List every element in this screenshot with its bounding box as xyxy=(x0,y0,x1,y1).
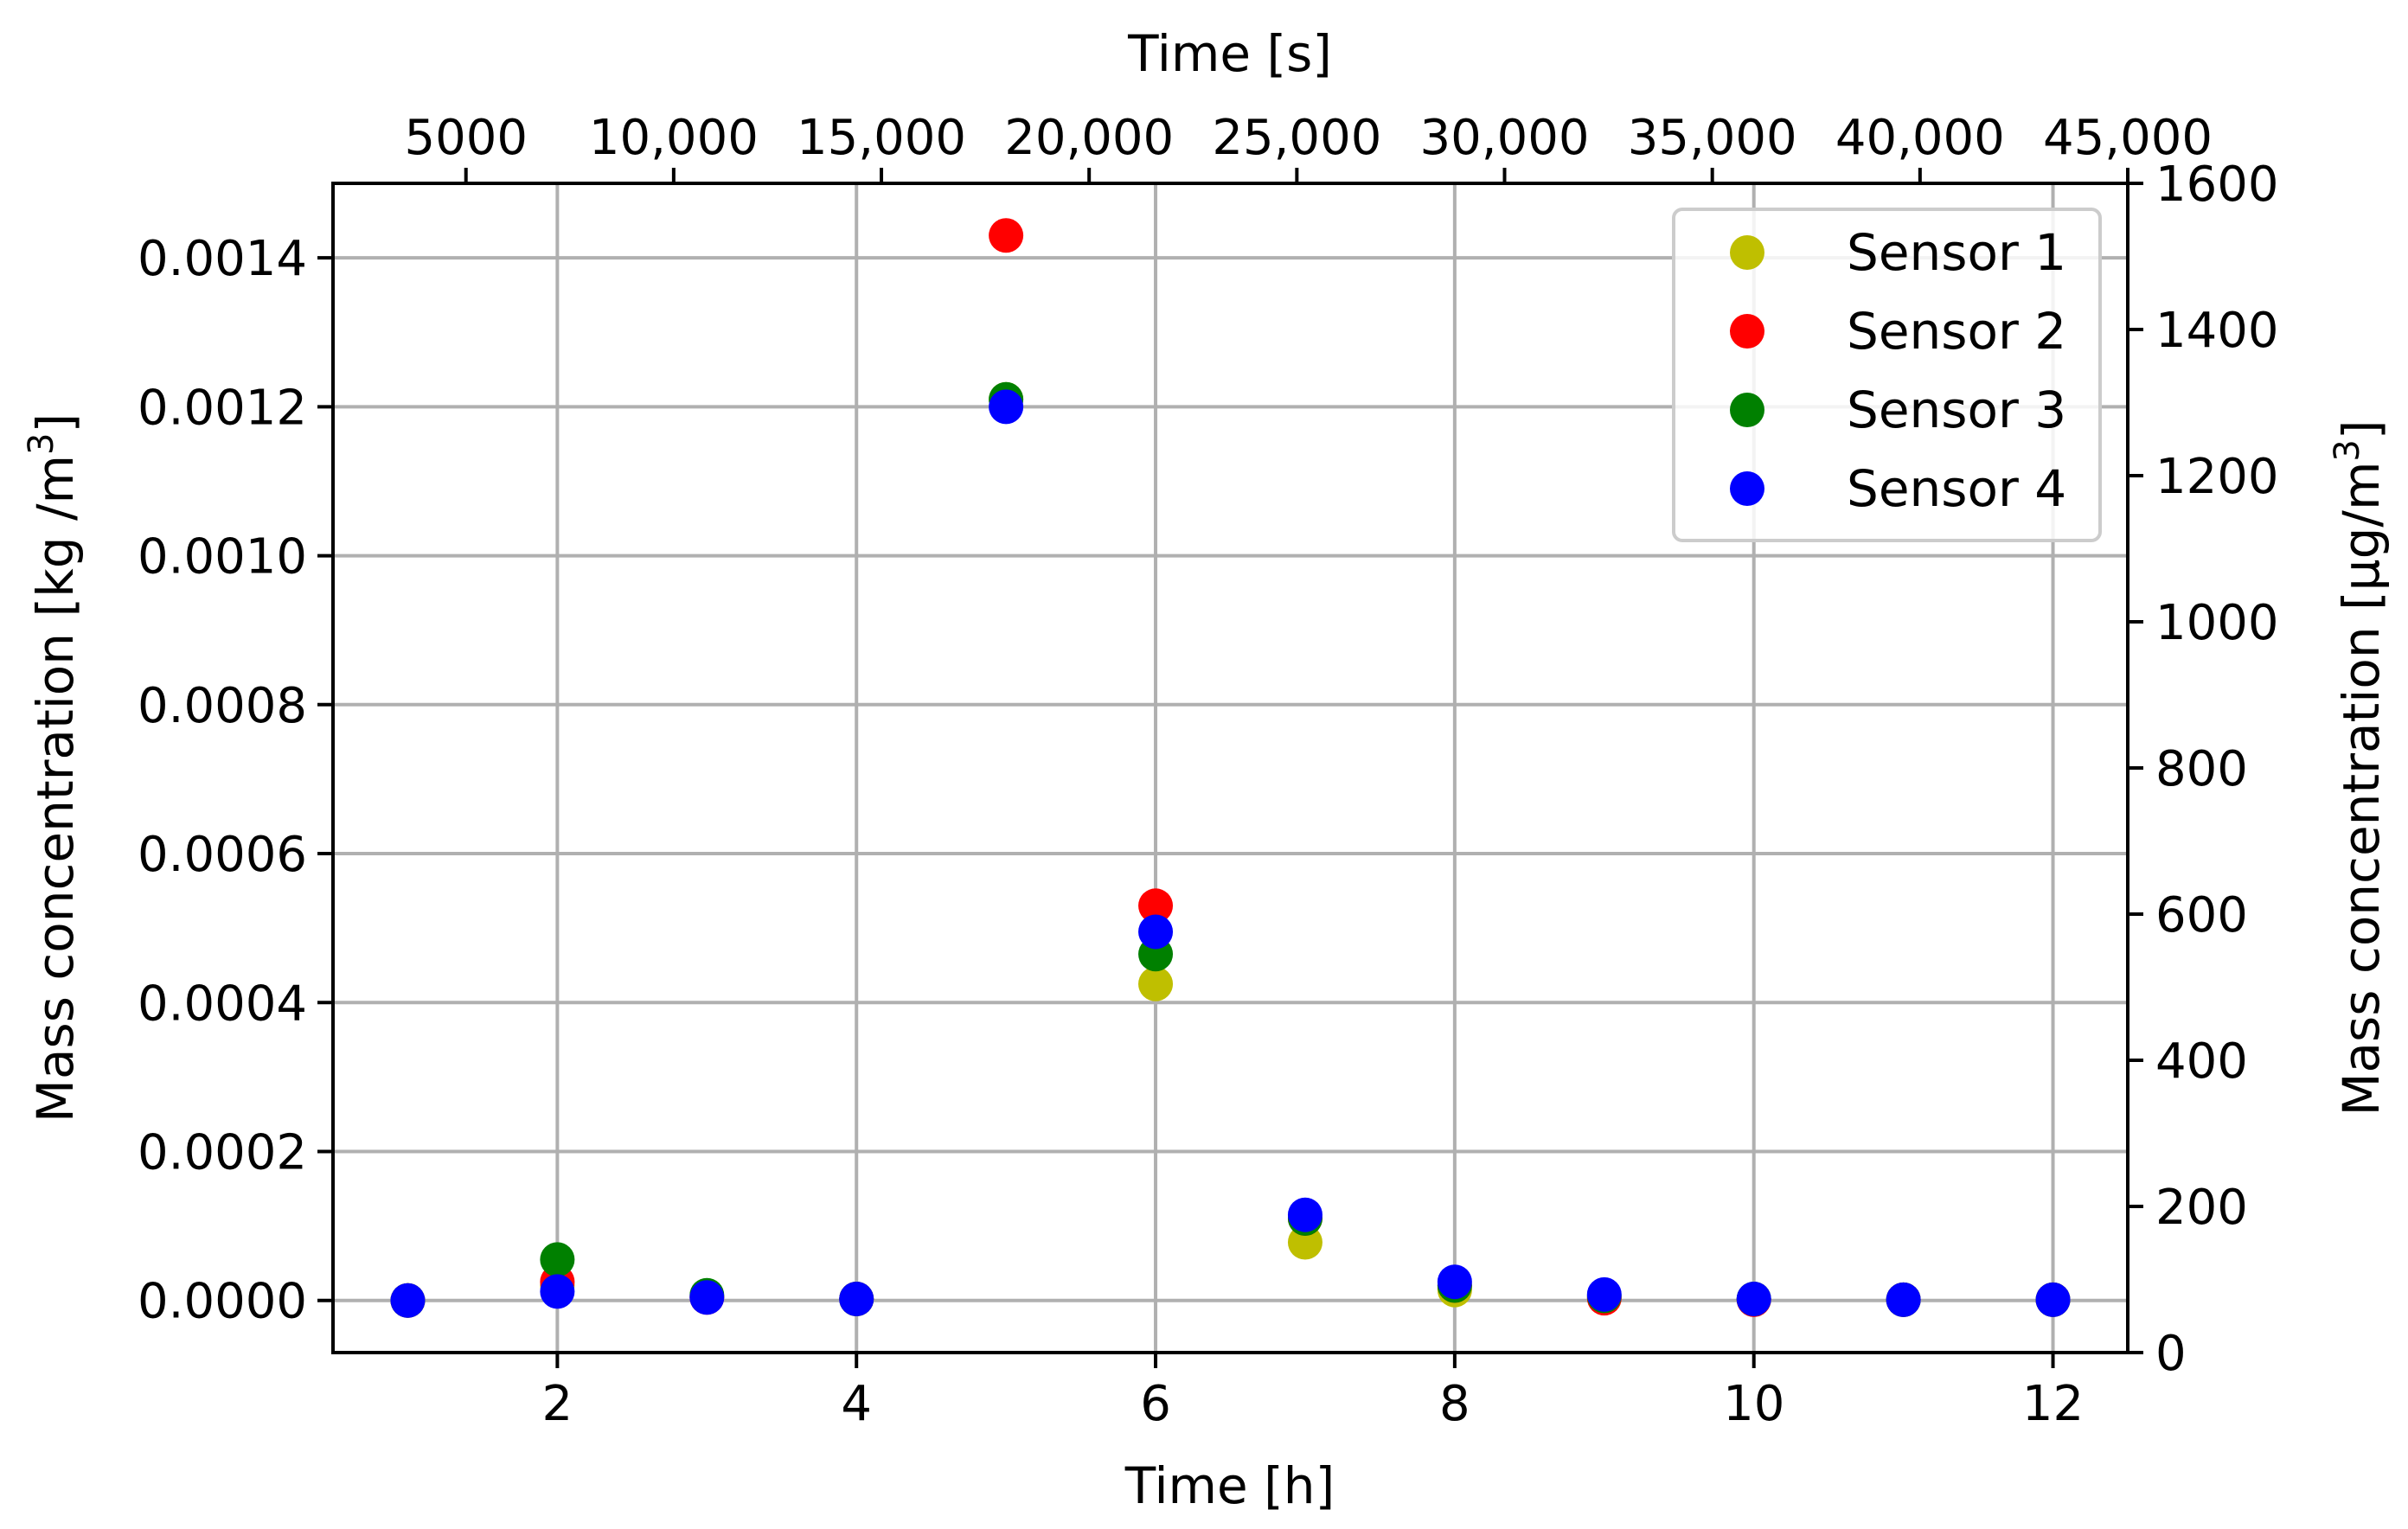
legend-label: Sensor 4 xyxy=(1847,459,2066,518)
top-x-axis-label: Time [s] xyxy=(1127,24,1332,83)
data-point xyxy=(1138,888,1174,924)
data-point xyxy=(390,1283,426,1318)
data-point xyxy=(2035,1282,2071,1317)
legend-marker xyxy=(1730,393,1764,427)
data-point xyxy=(1586,1276,1622,1312)
data-point xyxy=(540,1242,575,1277)
right-y-tick-label: 1600 xyxy=(2155,157,2279,213)
y-axis-label: Mass concentration [kg /m3] xyxy=(22,413,85,1123)
right-y-tick-label: 800 xyxy=(2155,741,2248,797)
y-axis-label-superscript: 3 xyxy=(22,433,61,455)
x-tick-label: 12 xyxy=(2022,1376,2084,1432)
right-y-tick-label: 0 xyxy=(2155,1326,2187,1382)
x-tick-label: 6 xyxy=(1140,1376,1171,1432)
legend-label: Sensor 3 xyxy=(1847,381,2066,439)
top-x-tick-label: 25,000 xyxy=(1212,110,1381,166)
y-tick-label: 0.0010 xyxy=(138,529,307,585)
y-tick-label: 0.0004 xyxy=(138,976,307,1032)
data-point xyxy=(1886,1282,1921,1317)
right-y-tick-label: 400 xyxy=(2155,1033,2248,1090)
x-tick-label: 4 xyxy=(841,1376,872,1432)
legend-label: Sensor 1 xyxy=(1847,223,2066,282)
top-x-tick-label: 45,000 xyxy=(2043,110,2213,166)
y-tick-label: 0.0000 xyxy=(138,1274,307,1330)
legend-marker xyxy=(1730,471,1764,506)
legend-marker xyxy=(1730,235,1764,270)
right-y-tick-label: 1400 xyxy=(2155,303,2279,359)
data-point xyxy=(540,1274,575,1309)
top-x-tick-label: 35,000 xyxy=(1628,110,1797,166)
data-point xyxy=(1736,1281,1771,1316)
legend-marker xyxy=(1730,314,1764,349)
x-tick-label: 8 xyxy=(1439,1376,1470,1432)
right-y-tick-label: 1200 xyxy=(2155,449,2279,505)
y-tick-label: 0.0008 xyxy=(138,678,307,734)
right-y-axis-label-superscript: 3 xyxy=(2328,439,2367,461)
data-point xyxy=(839,1281,874,1316)
axis-ticks: 2 4 6 8 10 12 0.0000 0.0002 0.0004 0.0006 0.0008 0.… xyxy=(138,110,2278,1432)
data-point xyxy=(1287,1197,1322,1232)
legend: Sensor 1 Sensor 2 Sensor 3 Sensor 4 xyxy=(1672,208,2102,542)
top-x-tick-label: 30,000 xyxy=(1420,110,1590,166)
data-point xyxy=(989,389,1024,425)
right-y-tick-label: 200 xyxy=(2155,1180,2248,1236)
top-x-tick-label: 10,000 xyxy=(589,110,759,166)
y-tick-label: 0.0006 xyxy=(138,827,307,883)
top-x-tick-label: 5000 xyxy=(404,110,528,166)
y-tick-label: 0.0012 xyxy=(138,380,307,436)
data-point xyxy=(1138,914,1174,950)
right-y-axis-label: Mass concentration [μg/m3] xyxy=(2328,419,2391,1116)
x-axis-label: Time [h] xyxy=(1124,1456,1335,1515)
right-y-tick-label: 600 xyxy=(2155,887,2248,944)
y-tick-label: 0.0002 xyxy=(138,1124,307,1180)
top-x-tick-label: 15,000 xyxy=(797,110,966,166)
right-y-tick-label: 1000 xyxy=(2155,595,2279,651)
y-tick-label: 0.0014 xyxy=(138,231,307,287)
legend-frame xyxy=(1672,208,2102,542)
top-x-tick-label: 20,000 xyxy=(1004,110,1174,166)
x-tick-label: 10 xyxy=(1723,1376,1784,1432)
data-point xyxy=(689,1280,725,1315)
x-tick-label: 2 xyxy=(542,1376,573,1432)
data-point xyxy=(1437,1264,1472,1300)
series-sensor-4 xyxy=(390,389,2071,1318)
legend-label: Sensor 2 xyxy=(1847,302,2066,361)
top-x-tick-label: 40,000 xyxy=(1835,110,2005,166)
data-point xyxy=(1138,966,1174,1001)
data-point xyxy=(1287,1225,1322,1260)
data-points xyxy=(390,218,2071,1318)
data-point xyxy=(989,218,1024,253)
